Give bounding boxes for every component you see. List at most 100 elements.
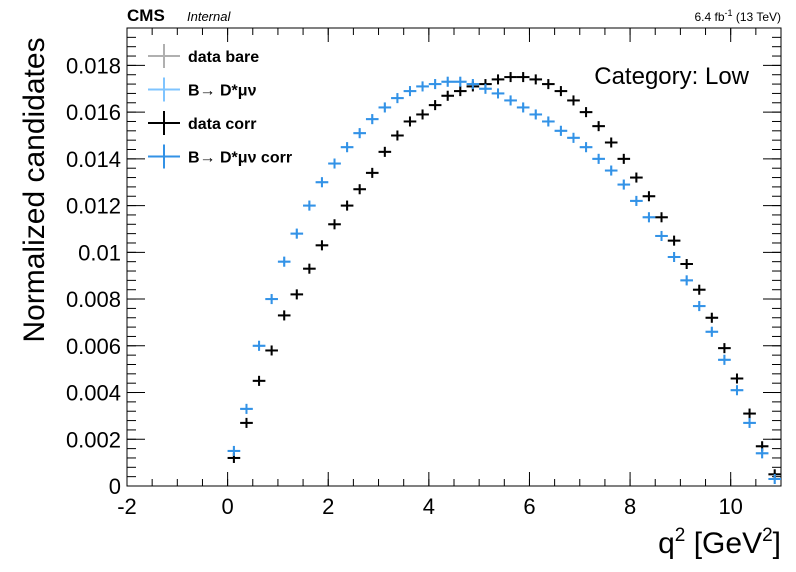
data-point bbox=[277, 256, 291, 267]
x-tick-label: 0 bbox=[221, 494, 233, 519]
data-point bbox=[428, 79, 442, 90]
x-title-text: [GeV bbox=[685, 527, 762, 560]
data-point bbox=[667, 252, 681, 262]
data-point bbox=[303, 263, 316, 274]
data-point bbox=[567, 95, 580, 106]
x-title-sup: 2 bbox=[675, 525, 686, 546]
data-point bbox=[340, 142, 354, 153]
data-point bbox=[391, 93, 404, 104]
data-point bbox=[680, 275, 693, 286]
data-point bbox=[692, 284, 706, 295]
data-point bbox=[391, 130, 404, 141]
data-point bbox=[642, 191, 656, 202]
data-point bbox=[328, 219, 341, 230]
data-point bbox=[579, 107, 593, 118]
x-tick-label: 4 bbox=[423, 494, 435, 519]
lumi-text: (13 TeV) bbox=[733, 10, 781, 24]
data-point bbox=[403, 116, 417, 127]
legend-label: data corr bbox=[188, 116, 256, 133]
x-tick-label: 6 bbox=[523, 494, 535, 519]
data-point bbox=[705, 312, 719, 323]
data-point bbox=[768, 473, 781, 484]
data-point bbox=[529, 74, 543, 85]
data-point bbox=[365, 167, 379, 178]
data-point bbox=[567, 132, 580, 143]
data-point bbox=[240, 417, 253, 428]
data-point bbox=[554, 86, 568, 97]
data-point bbox=[303, 200, 316, 211]
data-point bbox=[340, 200, 354, 211]
data-point bbox=[730, 373, 744, 384]
data-point bbox=[718, 354, 731, 365]
data-point bbox=[592, 153, 605, 164]
data-point bbox=[630, 172, 643, 183]
data-point bbox=[265, 345, 278, 356]
data-point bbox=[328, 158, 341, 169]
data-point bbox=[441, 76, 454, 87]
data-point bbox=[353, 184, 366, 195]
lumi-label: 6.4 fb-1 (13 TeV) bbox=[694, 8, 781, 24]
y-tick-label: 0 bbox=[109, 474, 121, 499]
data-point bbox=[315, 240, 329, 251]
data-point bbox=[240, 403, 253, 414]
data-point bbox=[755, 448, 769, 459]
data-point bbox=[454, 86, 467, 97]
data-point bbox=[466, 79, 480, 90]
data-point bbox=[227, 445, 241, 456]
data-point bbox=[516, 102, 530, 113]
data-point bbox=[265, 294, 278, 305]
data-point bbox=[592, 121, 605, 132]
data-point bbox=[617, 179, 631, 190]
data-point bbox=[692, 301, 706, 312]
data-point bbox=[378, 146, 392, 157]
chart-subtitle: Internal bbox=[187, 9, 231, 24]
data-point bbox=[491, 88, 505, 99]
x-tick-label: 2 bbox=[322, 494, 334, 519]
x-tick-label: -2 bbox=[117, 494, 137, 519]
data-point bbox=[290, 289, 304, 300]
data-point bbox=[655, 212, 668, 223]
data-point bbox=[718, 343, 731, 354]
y-tick-label: 0.008 bbox=[66, 287, 121, 312]
data-point bbox=[416, 109, 429, 120]
legend-label: B→ D*μν corr bbox=[188, 150, 292, 167]
data-point bbox=[416, 81, 429, 92]
data-point bbox=[579, 142, 593, 153]
y-tick-label: 0.002 bbox=[66, 427, 121, 452]
data-point bbox=[604, 137, 618, 148]
data-point bbox=[655, 230, 668, 241]
x-tick-label: 10 bbox=[718, 494, 742, 519]
data-point bbox=[378, 102, 392, 113]
data-point bbox=[542, 116, 555, 127]
y-axis-title: Normalized candidates bbox=[18, 37, 51, 342]
data-point bbox=[617, 153, 631, 164]
data-point bbox=[667, 235, 681, 246]
y-tick-label: 0.004 bbox=[66, 381, 121, 406]
data-point bbox=[730, 385, 744, 396]
data-point bbox=[353, 128, 366, 139]
y-tick-label: 0.01 bbox=[78, 240, 121, 265]
data-point bbox=[642, 212, 656, 223]
category-annotation: Category: Low bbox=[594, 63, 749, 90]
x-tick-label: 8 bbox=[624, 494, 636, 519]
data-point bbox=[630, 195, 643, 206]
data-point bbox=[479, 83, 492, 94]
y-tick-label: 0.014 bbox=[66, 147, 121, 172]
data-point bbox=[554, 125, 568, 136]
data-point bbox=[454, 76, 467, 87]
x-title-text: ] bbox=[773, 527, 781, 560]
x-axis-title: q2 [GeV2] bbox=[658, 525, 781, 560]
data-point bbox=[705, 326, 719, 337]
lumi-text: 6.4 fb bbox=[694, 10, 724, 24]
legend-label: data bare bbox=[188, 49, 259, 66]
data-point bbox=[743, 417, 756, 428]
y-tick-label: 0.012 bbox=[66, 194, 121, 219]
data-point bbox=[604, 165, 618, 176]
data-point bbox=[315, 177, 329, 188]
y-tick-label: 0.018 bbox=[66, 53, 121, 78]
data-point bbox=[516, 72, 530, 83]
data-point bbox=[529, 109, 543, 120]
y-tick-label: 0.006 bbox=[66, 334, 121, 359]
y-tick-label: 0.016 bbox=[66, 100, 121, 125]
data-point bbox=[252, 340, 266, 351]
